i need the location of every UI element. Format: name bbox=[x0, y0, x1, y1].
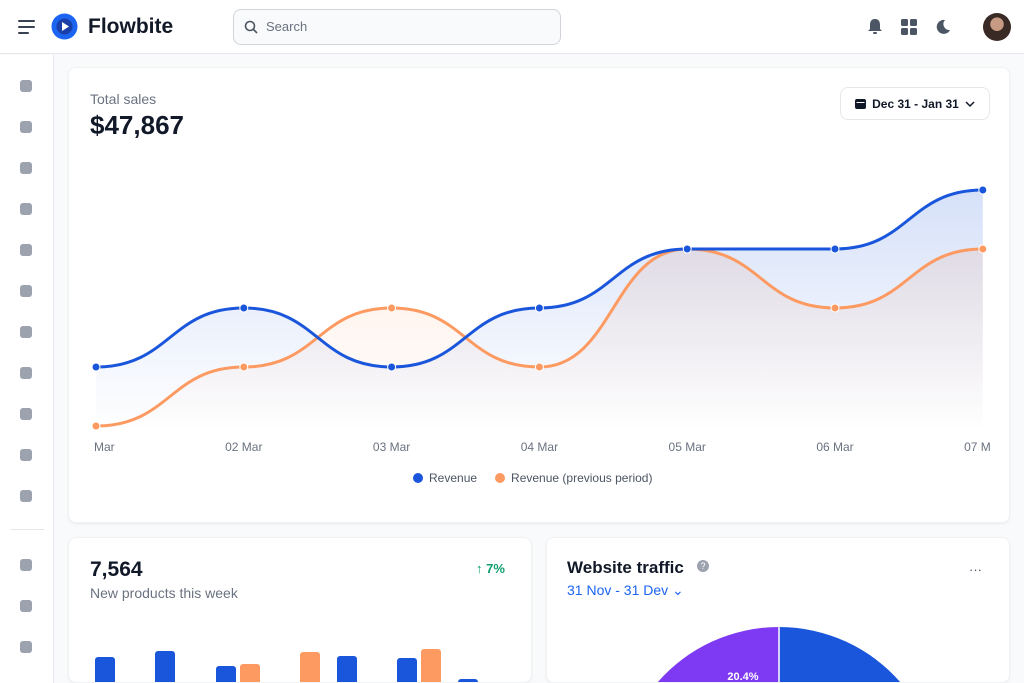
chart-legend: Revenue Revenue (previous period) bbox=[413, 471, 652, 485]
pie-slice-blue bbox=[779, 627, 901, 682]
x-tick-label: 07 Mar bbox=[964, 440, 1001, 454]
more-options-button[interactable]: ··· bbox=[969, 562, 982, 577]
data-point bbox=[239, 303, 249, 313]
x-tick-label: 06 Mar bbox=[816, 440, 853, 454]
x-tick-label: 05 Mar bbox=[669, 440, 706, 454]
lock-icon[interactable] bbox=[18, 557, 34, 573]
info-icon[interactable]: ? bbox=[697, 560, 709, 572]
data-point bbox=[978, 244, 988, 254]
date-range-label: Dec 31 - Jan 31 bbox=[872, 96, 959, 111]
data-point bbox=[830, 303, 840, 313]
sales-value: $47,867 bbox=[90, 110, 184, 140]
data-point bbox=[534, 303, 544, 313]
data-point bbox=[682, 244, 692, 254]
bar bbox=[421, 648, 441, 682]
bell-icon[interactable] bbox=[866, 18, 884, 36]
traffic-range-dropdown[interactable]: 31 Nov - 31 Dev ⌄ bbox=[567, 582, 684, 598]
sidebar bbox=[0, 55, 54, 683]
document-icon[interactable] bbox=[18, 119, 34, 135]
exclamation-icon[interactable] bbox=[18, 488, 34, 504]
lock-icon[interactable] bbox=[18, 447, 34, 463]
grid-icon[interactable] bbox=[18, 639, 34, 655]
legend-item-revenue[interactable]: Revenue bbox=[413, 471, 477, 485]
flowbite-logo-icon[interactable] bbox=[51, 13, 78, 40]
users-icon[interactable] bbox=[18, 201, 34, 217]
moon-icon[interactable] bbox=[935, 19, 951, 35]
bar bbox=[458, 678, 478, 682]
data-point bbox=[91, 362, 101, 372]
data-point bbox=[830, 244, 840, 254]
sales-label: Total sales bbox=[90, 91, 157, 107]
chart-pie-icon[interactable] bbox=[18, 78, 34, 94]
data-point bbox=[978, 185, 988, 195]
shopping-bag-icon[interactable] bbox=[18, 160, 34, 176]
date-range-dropdown[interactable]: Dec 31 - Jan 31 bbox=[840, 87, 990, 120]
legend-item-previous[interactable]: Revenue (previous period) bbox=[495, 471, 652, 485]
top-navbar: Flowbite bbox=[0, 0, 1024, 54]
avatar[interactable] bbox=[983, 13, 1011, 41]
website-traffic-card: Website traffic ? 31 Nov - 31 Dev ⌄ ··· … bbox=[546, 537, 1010, 683]
new-products-card: 7,564 New products this week ↑ 7% bbox=[68, 537, 532, 683]
chevron-down-icon bbox=[965, 100, 975, 107]
mailbox-icon[interactable] bbox=[18, 324, 34, 340]
x-tick-label: 04 Mar bbox=[521, 440, 558, 454]
bar bbox=[300, 652, 320, 682]
bar bbox=[155, 650, 175, 682]
bar bbox=[240, 664, 260, 682]
phone-icon[interactable] bbox=[18, 406, 34, 422]
brand-name[interactable]: Flowbite bbox=[88, 15, 174, 38]
apps-icon[interactable] bbox=[901, 19, 917, 35]
headset-icon[interactable] bbox=[18, 242, 34, 258]
products-label: New products this week bbox=[90, 585, 238, 601]
search-input[interactable] bbox=[266, 19, 546, 34]
x-tick-label: 01 Mar bbox=[77, 440, 114, 454]
data-point bbox=[91, 421, 101, 431]
sales-area-chart: 01 Mar 02 Mar 03 Mar 04 Mar 05 Mar 06 Mar 07 M… bbox=[77, 185, 1001, 454]
bar bbox=[397, 658, 417, 682]
calendar-icon bbox=[855, 99, 867, 109]
data-point bbox=[239, 362, 249, 372]
search-field[interactable] bbox=[233, 9, 561, 45]
menu-icon[interactable] bbox=[18, 19, 36, 35]
x-tick-label: 02 Mar bbox=[225, 440, 262, 454]
bar bbox=[216, 666, 236, 682]
sidebar-divider bbox=[10, 529, 44, 530]
pie-slice-purple bbox=[657, 627, 779, 682]
data-point bbox=[387, 303, 397, 313]
traffic-title: Website traffic bbox=[567, 558, 684, 577]
pie-slice-label: 20.4% bbox=[727, 671, 758, 683]
book-icon[interactable] bbox=[18, 598, 34, 614]
x-tick-label: 03 Mar bbox=[373, 440, 410, 454]
bar bbox=[95, 656, 115, 682]
bar bbox=[337, 655, 357, 682]
traffic-pie-chart: 20.4% bbox=[657, 627, 901, 683]
search-icon bbox=[244, 20, 258, 34]
clipboard-check-icon[interactable] bbox=[18, 283, 34, 299]
data-point bbox=[387, 362, 397, 372]
video-icon[interactable] bbox=[18, 365, 34, 381]
products-change: ↑ 7% bbox=[476, 561, 505, 576]
data-point bbox=[534, 362, 544, 372]
products-value: 7,564 bbox=[90, 558, 143, 581]
